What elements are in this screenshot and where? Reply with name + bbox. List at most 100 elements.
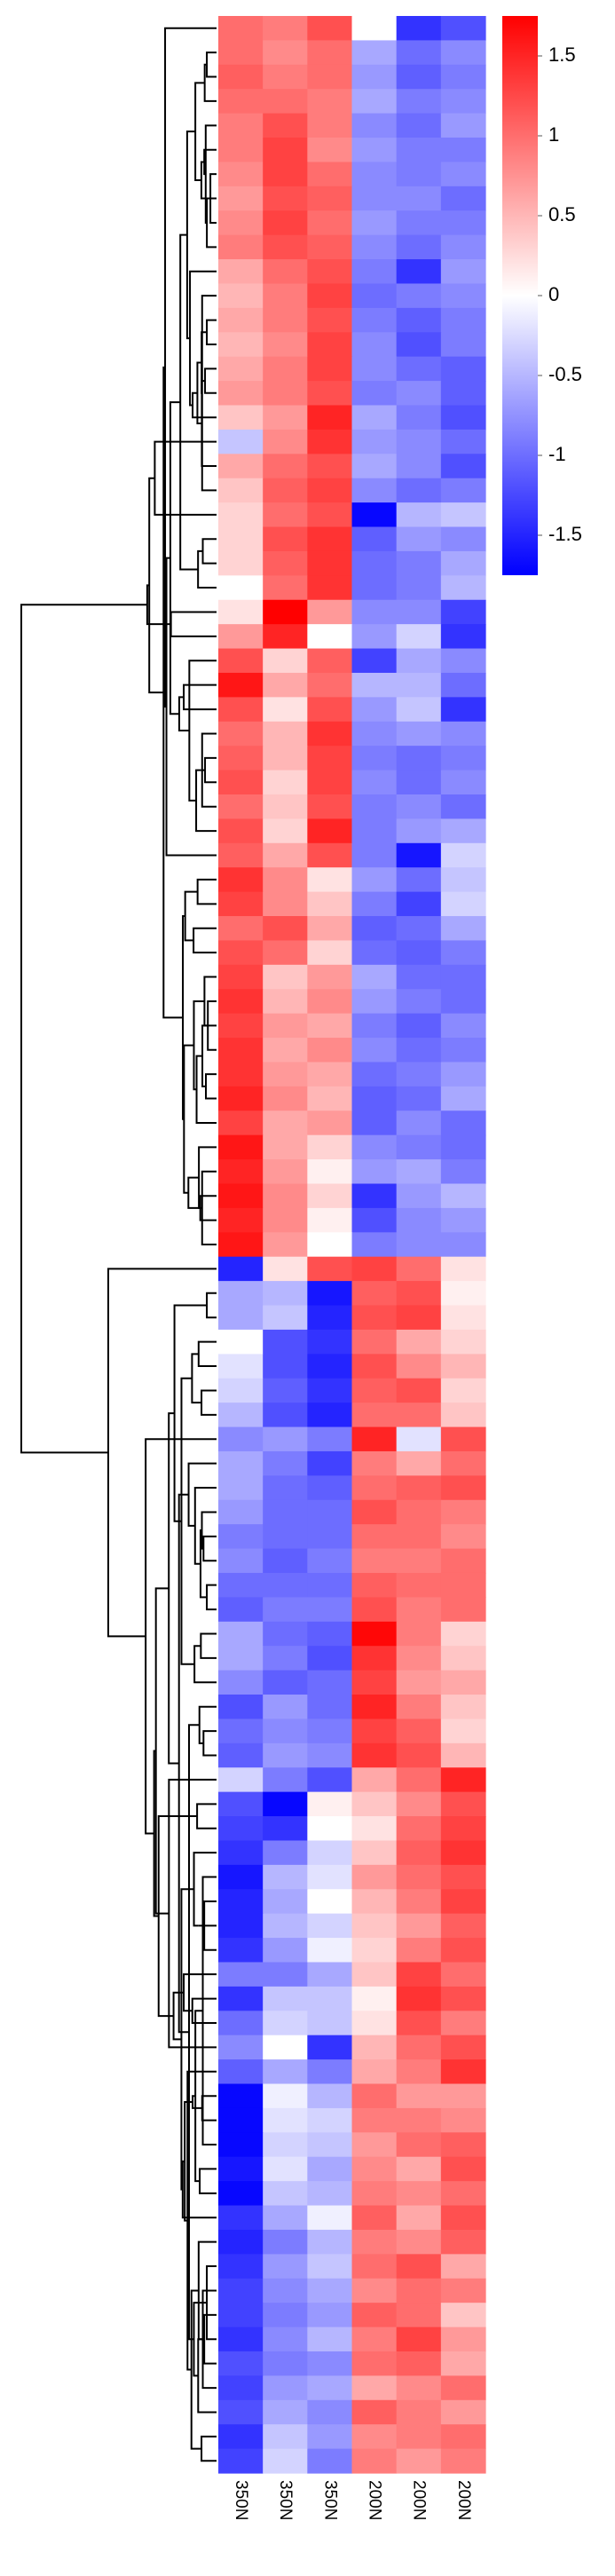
heatmap-cell (307, 2181, 353, 2207)
heatmap-cell (351, 429, 398, 454)
heatmap-cell (218, 891, 264, 917)
heatmap-cell (396, 1695, 442, 1720)
dendrogram-branch (196, 878, 217, 905)
heatmap-cell (440, 234, 486, 260)
heatmap-cell (218, 113, 264, 138)
dendrogram-branch (154, 440, 217, 516)
heatmap-cell (440, 1938, 486, 1964)
heatmap-cell (396, 1572, 442, 1598)
heatmap-cell (263, 502, 308, 528)
heatmap-cell (396, 2035, 442, 2060)
heatmap-cell (440, 1062, 486, 1087)
heatmap-cell (263, 1791, 308, 1817)
dendrogram-branch (170, 611, 217, 637)
heatmap-cell (263, 234, 308, 260)
heatmap-cell (263, 1938, 308, 1964)
heatmap-cell (218, 2156, 264, 2182)
dendrogram-branch (187, 1462, 217, 1527)
heatmap-cell (396, 2181, 442, 2207)
dendrogram-branch (201, 295, 217, 492)
heatmap-cell (351, 599, 398, 625)
heatmap-cell (307, 794, 353, 819)
heatmap-cell (307, 283, 353, 309)
heatmap-cell (263, 2375, 308, 2401)
heatmap-cell (218, 1110, 264, 1136)
heatmap-cell (307, 1913, 353, 1939)
colorbar-tick-label: 0.5 (548, 203, 576, 225)
heatmap-cell (307, 1889, 353, 1915)
heatmap-cell (351, 526, 398, 552)
heatmap-cell (218, 2254, 264, 2280)
heatmap-cell (263, 1962, 308, 1987)
heatmap-cell (396, 1329, 442, 1355)
heatmap-cell (440, 964, 486, 990)
heatmap-cell (396, 259, 442, 285)
heatmap-cell (396, 234, 442, 260)
dendrogram-branch (188, 660, 217, 802)
heatmap-cell (396, 1913, 442, 1939)
heatmap-cell (307, 1938, 353, 1964)
heatmap-cell (396, 1450, 442, 1476)
heatmap-cell (307, 454, 353, 479)
dendrogram-branch (200, 1632, 217, 1659)
heatmap-cell (396, 1086, 442, 1111)
heatmap-cell (307, 405, 353, 431)
dendrogram-branch (201, 1170, 217, 1245)
heatmap-cell (351, 210, 398, 236)
heatmap-cell (351, 1207, 398, 1233)
heatmap-cell (218, 1329, 264, 1355)
heatmap-cell (307, 1597, 353, 1623)
heatmap-cell (218, 1864, 264, 1890)
heatmap-cell (440, 1548, 486, 1574)
heatmap-cell (307, 1524, 353, 1550)
heatmap-cell (396, 1378, 442, 1403)
heatmap-cell (263, 1159, 308, 1185)
dendrogram-branch (183, 1044, 194, 1194)
heatmap-cell (307, 2132, 353, 2158)
heatmap-cell (218, 842, 264, 868)
heatmap-cell (396, 2156, 442, 2182)
colorbar-tick-label: -0.5 (548, 363, 582, 385)
heatmap-cell (396, 1767, 442, 1793)
heatmap-cell (263, 2035, 308, 2060)
heatmap-cell (351, 2083, 398, 2109)
heatmap-cell (263, 40, 308, 66)
heatmap-cell (218, 2181, 264, 2207)
heatmap-cell (307, 1621, 353, 1647)
heatmap-cell (263, 794, 308, 819)
heatmap-cell (396, 1889, 442, 1915)
heatmap-cell (351, 1791, 398, 1817)
heatmap-cell (263, 2059, 308, 2085)
heatmap-cell (440, 64, 486, 90)
heatmap-cell (351, 1670, 398, 1695)
dendrogram-branch (202, 1730, 217, 1757)
colorbar-gradient (502, 16, 538, 575)
heatmap-cell (396, 1840, 442, 1866)
heatmap-cell (440, 940, 486, 966)
heatmap-cell (218, 1426, 264, 1452)
heatmap-cell (440, 1889, 486, 1915)
heatmap-cell (218, 794, 264, 819)
heatmap-cell (218, 1134, 264, 1160)
heatmap-cell (440, 405, 486, 431)
heatmap-cell (440, 2399, 486, 2425)
heatmap-cell (263, 1183, 308, 1209)
heatmap-cell (351, 2327, 398, 2352)
heatmap-cell (351, 1450, 398, 1476)
dendrogram-branch (194, 82, 205, 181)
heatmap-cell (440, 599, 486, 625)
heatmap-cell (351, 381, 398, 407)
dendrogram-branch (201, 2095, 217, 2122)
heatmap-cell (396, 1986, 442, 2011)
heatmap-cell (440, 429, 486, 454)
heatmap-cell (263, 1232, 308, 1258)
heatmap-cell (440, 1013, 486, 1039)
heatmap-cell (218, 2059, 264, 2085)
dendrogram-branch (106, 1268, 217, 1638)
heatmap-cell (307, 964, 353, 990)
heatmap-cell (218, 1281, 264, 1307)
heatmap-cell (307, 1670, 353, 1695)
heatmap-cell (263, 1062, 308, 1087)
dendrogram-branch (206, 51, 217, 78)
heatmap-cell (440, 1719, 486, 1744)
